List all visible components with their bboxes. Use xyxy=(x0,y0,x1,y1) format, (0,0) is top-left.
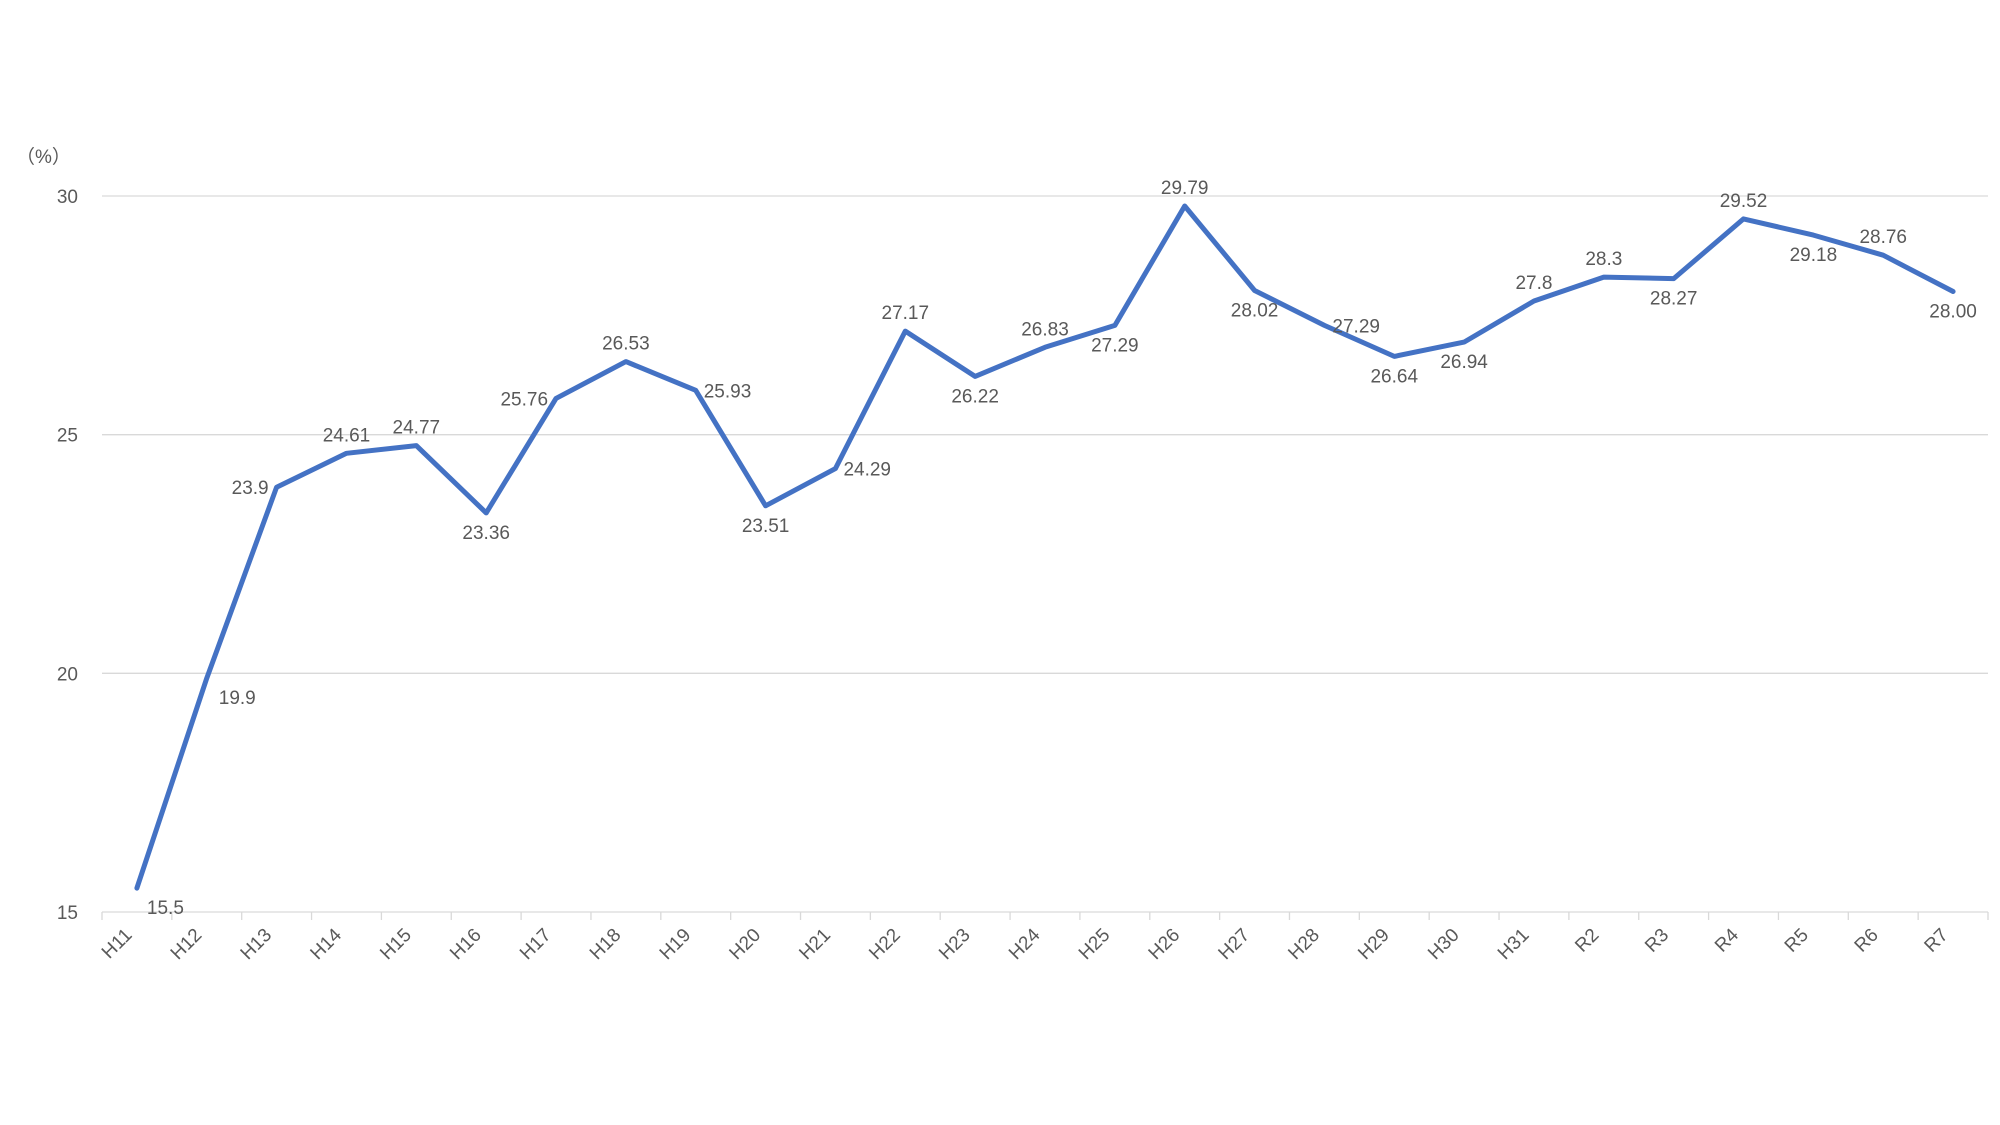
y-tick-label: 30 xyxy=(57,187,78,208)
x-tick-label: H17 xyxy=(516,925,555,964)
data-label: 28.3 xyxy=(1585,249,1622,270)
x-tick-label: H29 xyxy=(1354,925,1393,964)
data-label: 28.27 xyxy=(1650,289,1698,310)
x-tick-label: H14 xyxy=(307,924,347,964)
data-label: 25.76 xyxy=(500,389,548,410)
data-label: 27.29 xyxy=(1091,335,1139,356)
x-tick-label: R2 xyxy=(1571,925,1603,957)
data-label: 26.83 xyxy=(1021,319,1069,340)
x-tick-label: H12 xyxy=(167,925,206,964)
series-layer xyxy=(134,203,1956,891)
data-label: 23.51 xyxy=(742,516,790,537)
data-label: 27.8 xyxy=(1515,273,1552,294)
x-tick-label: R6 xyxy=(1851,925,1883,957)
y-tick-label: 15 xyxy=(57,903,78,924)
x-tick-label: H21 xyxy=(795,925,834,964)
x-axis-ticks: H11 H12 H13 H14 H15 H16 H17 H18 H19 H20 H21 H22 H23 H… xyxy=(98,912,1989,964)
data-label: 24.77 xyxy=(393,418,441,439)
x-tick-label: H26 xyxy=(1145,925,1184,964)
x-tick-label: H20 xyxy=(726,925,765,964)
y-tick-label: 25 xyxy=(57,426,78,447)
data-label: 25.93 xyxy=(704,381,752,402)
data-label: 27.17 xyxy=(882,303,930,324)
gridlines xyxy=(102,195,1988,913)
x-tick-label: H19 xyxy=(656,925,695,964)
x-tick-label: H28 xyxy=(1284,925,1323,964)
x-tick-label: H31 xyxy=(1494,925,1533,964)
x-tick-label: H25 xyxy=(1075,925,1114,964)
data-label: 26.94 xyxy=(1440,352,1488,373)
data-label: 28.76 xyxy=(1859,227,1907,248)
data-label: 27.29 xyxy=(1332,316,1380,337)
y-axis-unit-label: （%） xyxy=(16,146,71,168)
data-label: 23.36 xyxy=(462,523,510,544)
x-tick-label: R5 xyxy=(1781,925,1813,957)
data-label: 28.00 xyxy=(1929,301,1977,322)
x-tick-label: H27 xyxy=(1215,925,1254,964)
data-label: 29.79 xyxy=(1161,178,1209,199)
data-label: 19.9 xyxy=(219,688,256,709)
data-label: 26.64 xyxy=(1370,366,1418,387)
data-label: 29.18 xyxy=(1790,245,1838,266)
x-tick-label: H30 xyxy=(1424,925,1463,964)
x-tick-label: H15 xyxy=(376,925,415,964)
x-tick-label: R7 xyxy=(1921,925,1953,957)
x-tick-label: H22 xyxy=(865,925,904,964)
data-label: 15.5 xyxy=(147,898,184,919)
x-tick-label: R4 xyxy=(1711,924,1743,956)
x-tick-label: H13 xyxy=(237,925,276,964)
x-tick-label: H16 xyxy=(446,925,485,964)
x-tick-label: H24 xyxy=(1005,924,1045,964)
data-label: 24.29 xyxy=(843,460,891,481)
x-tick-label: H23 xyxy=(935,925,974,964)
x-tick-label: H18 xyxy=(586,925,625,964)
x-tick-label: R3 xyxy=(1641,925,1673,957)
data-label: 28.02 xyxy=(1231,301,1279,322)
data-label: 29.52 xyxy=(1720,191,1768,212)
y-axis-ticks: 15 20 25 30 xyxy=(57,187,78,924)
y-tick-label: 20 xyxy=(57,664,78,685)
data-label: 26.22 xyxy=(951,386,999,407)
data-label: 24.61 xyxy=(323,425,371,446)
data-labels: 15.5 19.9 23.9 24.61 24.77 23.36 25.76 26.53 25.… xyxy=(147,178,1977,919)
data-label: 23.9 xyxy=(232,478,269,499)
data-label: 26.53 xyxy=(602,334,650,355)
x-tick-label: H11 xyxy=(98,925,137,964)
